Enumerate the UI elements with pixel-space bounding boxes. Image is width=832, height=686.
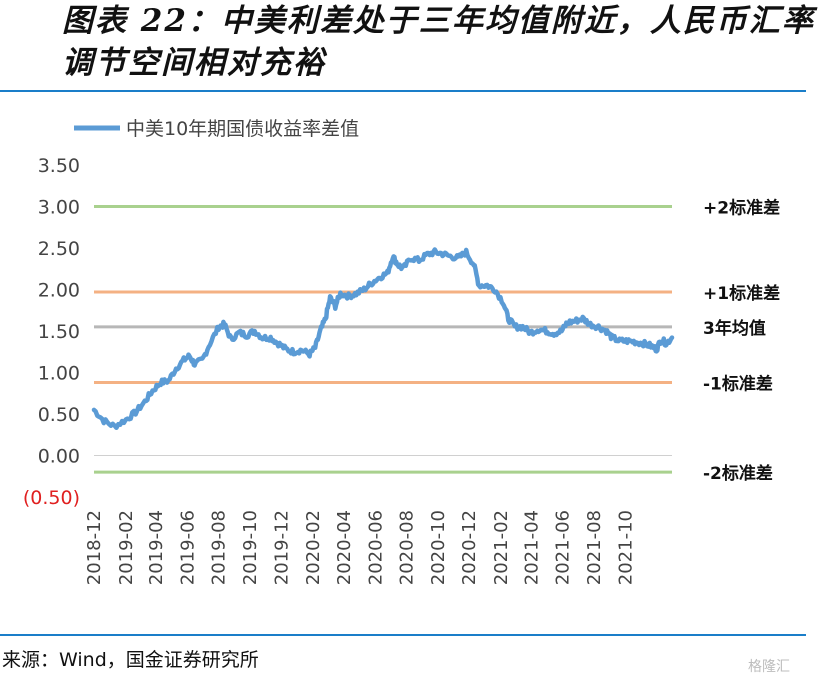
x-tick-label: 2018-12 [84, 510, 105, 585]
x-tick-label: 2019-12 [271, 510, 292, 585]
x-tick-label: 2021-04 [521, 510, 542, 585]
y-tick-label: 3.50 [38, 155, 80, 177]
x-tick-label: 2021-08 [584, 510, 605, 585]
x-tick-label: 2019-02 [116, 510, 137, 585]
x-tick-label: 2020-08 [397, 510, 418, 585]
legend: 中美10年期国债收益率差值 [74, 118, 359, 140]
y-tick-label: 0.00 [38, 446, 80, 468]
x-tick-label: 2021-02 [491, 510, 512, 585]
y-tick-label: 1.50 [38, 321, 80, 343]
source-note: 来源：Wind，国金证券研究所 [2, 649, 259, 671]
reference-line-label: +2标准差 [703, 198, 780, 219]
y-tick-label: 1.00 [38, 363, 80, 385]
y-tick-label: 0.50 [38, 404, 80, 426]
x-tick-label: 2020-12 [459, 510, 480, 585]
x-tick-label: 2020-10 [428, 510, 449, 585]
y-tick-label: (0.50) [23, 487, 80, 509]
x-tick-label: 2019-06 [177, 510, 198, 585]
x-tick-label: 2021-10 [615, 510, 636, 585]
y-tick-label: 2.00 [38, 280, 80, 302]
x-tick-label: 2020-06 [365, 510, 386, 585]
chart-area: 中美10年期国债收益率差值 +2标准差 +1标准差 3年均值 -1标准差 -2标准差 3… [23, 118, 780, 585]
watermark: 格隆汇 [748, 659, 790, 675]
reference-line-label: -1标准差 [703, 373, 773, 394]
x-tick-label: 2019-10 [240, 510, 261, 585]
reference-line-label: 3年均值 [703, 318, 766, 339]
x-tick-label: 2019-08 [209, 510, 230, 585]
reference-line-label: +1标准差 [703, 283, 780, 304]
x-tick-label: 2021-06 [553, 510, 574, 585]
legend-label: 中美10年期国债收益率差值 [126, 118, 359, 140]
y-tick-label: 2.50 [38, 238, 80, 260]
x-tick-label: 2019-04 [146, 510, 167, 585]
reference-line-label: -2标准差 [703, 463, 773, 484]
footer-divider [0, 634, 806, 636]
series-line [91, 247, 675, 431]
title-divider [0, 90, 806, 92]
chart-title: 图表 22：中美利差处于三年均值附近，人民币汇率调节空间相对充裕 [62, 3, 815, 81]
x-tick-label: 2020-02 [303, 510, 324, 585]
y-tick-label: 3.00 [38, 197, 80, 219]
x-tick-label: 2020-04 [334, 510, 355, 585]
